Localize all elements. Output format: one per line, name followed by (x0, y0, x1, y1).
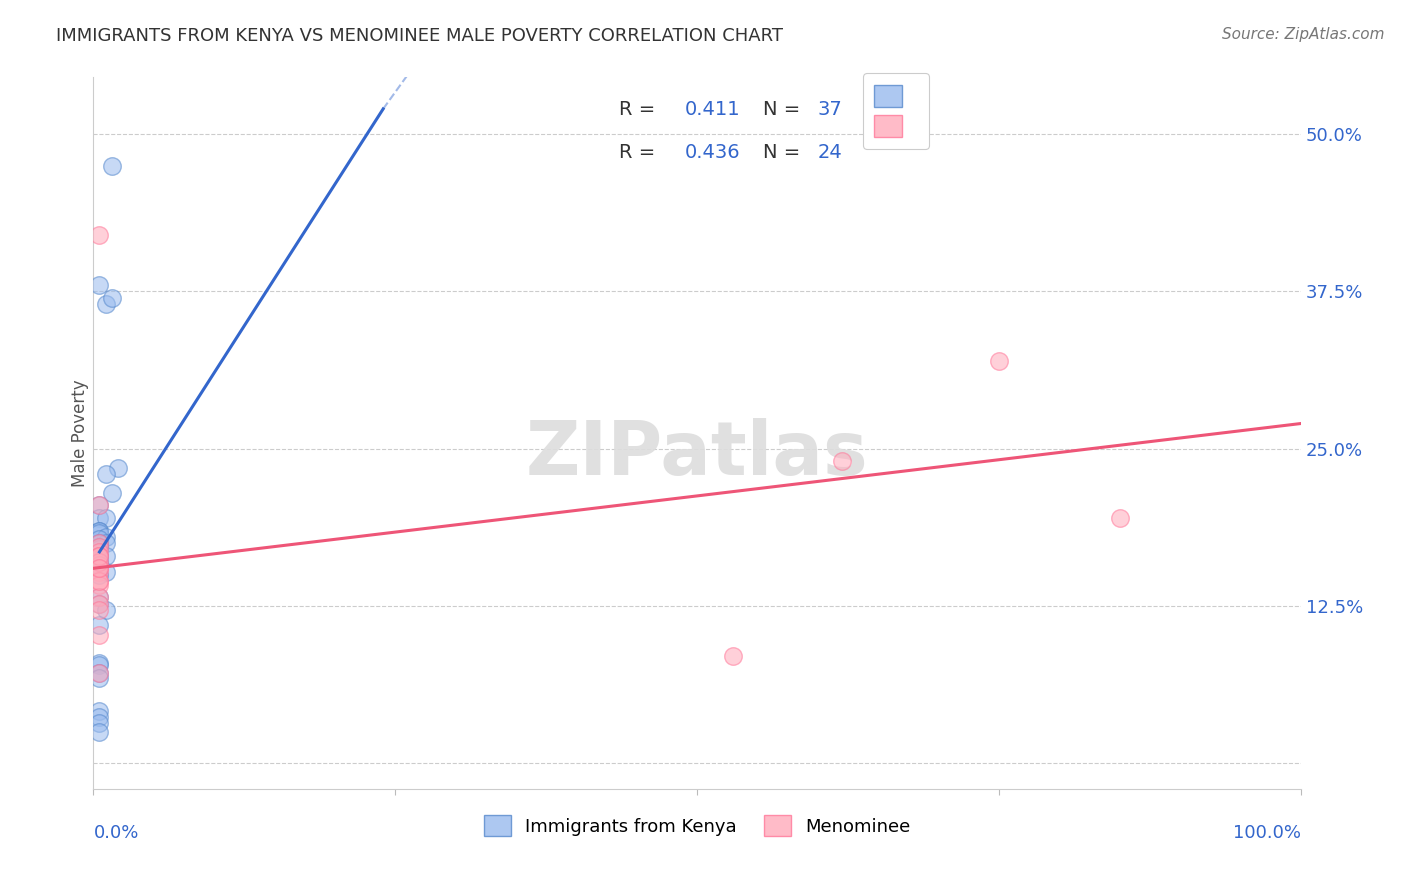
Text: IMMIGRANTS FROM KENYA VS MENOMINEE MALE POVERTY CORRELATION CHART: IMMIGRANTS FROM KENYA VS MENOMINEE MALE … (56, 27, 783, 45)
Point (94, 536, 117, 550)
Point (94, 603, 117, 617)
Point (89, 603, 111, 617)
Point (89, 499, 111, 513)
Point (89, 704, 111, 718)
Text: ZIPatlas: ZIPatlas (526, 417, 869, 491)
Point (89, 536, 111, 550)
Point (89, 658, 111, 673)
Point (89, 561, 111, 575)
Point (89, 665, 111, 680)
Point (89, 549, 111, 563)
Point (89, 549, 111, 563)
Point (89, 716, 111, 731)
Point (94, 530, 117, 544)
Point (89, 542, 111, 557)
Point (89, 597, 111, 611)
Point (89, 558, 111, 572)
Point (831, 454, 853, 468)
Point (89, 533, 111, 547)
Point (987, 353, 1010, 368)
Point (94, 467, 117, 481)
Point (89, 618, 111, 632)
Point (89, 561, 111, 575)
Point (89, 499, 111, 513)
Point (89, 545, 111, 559)
Point (107, 460, 129, 475)
Point (89, 591, 111, 605)
Point (100, 159, 122, 173)
Point (89, 540, 111, 554)
Point (89, 574, 111, 588)
Point (100, 291, 122, 305)
Legend: Immigrants from Kenya, Menominee: Immigrants from Kenya, Menominee (477, 808, 918, 844)
Point (89, 558, 111, 572)
Text: 100.0%: 100.0% (1233, 824, 1301, 842)
Point (94, 565, 117, 579)
Point (89, 511, 111, 525)
Point (89, 577, 111, 591)
Point (94, 297, 117, 311)
Text: 0.436: 0.436 (685, 143, 741, 161)
Point (89, 665, 111, 680)
Point (89, 628, 111, 642)
Text: N =: N = (763, 100, 807, 119)
Text: R =: R = (619, 100, 661, 119)
Point (89, 656, 111, 670)
Point (89, 597, 111, 611)
Point (89, 671, 111, 685)
Point (89, 574, 111, 588)
Point (89, 524, 111, 538)
Point (723, 649, 745, 664)
Point (89, 591, 111, 605)
Point (89, 567, 111, 582)
Text: R =: R = (619, 143, 661, 161)
Point (89, 227, 111, 242)
Point (89, 555, 111, 569)
Point (89, 536, 111, 550)
Text: 0.0%: 0.0% (93, 824, 139, 842)
Text: Source: ZipAtlas.com: Source: ZipAtlas.com (1222, 27, 1385, 42)
Text: 37: 37 (818, 100, 842, 119)
Text: 24: 24 (818, 143, 842, 161)
Point (94, 549, 117, 563)
Point (89, 710, 111, 724)
Point (94, 511, 117, 525)
Text: 0.411: 0.411 (685, 100, 741, 119)
Point (89, 540, 111, 554)
Point (89, 555, 111, 569)
Point (89, 278, 111, 293)
Point (89, 549, 111, 563)
Point (89, 565, 111, 579)
Point (89, 526, 111, 541)
Point (1108, 511, 1130, 525)
Point (100, 485, 122, 500)
Text: N =: N = (763, 143, 807, 161)
Point (89, 524, 111, 538)
Y-axis label: Male Poverty: Male Poverty (72, 379, 89, 487)
Point (89, 725, 111, 739)
